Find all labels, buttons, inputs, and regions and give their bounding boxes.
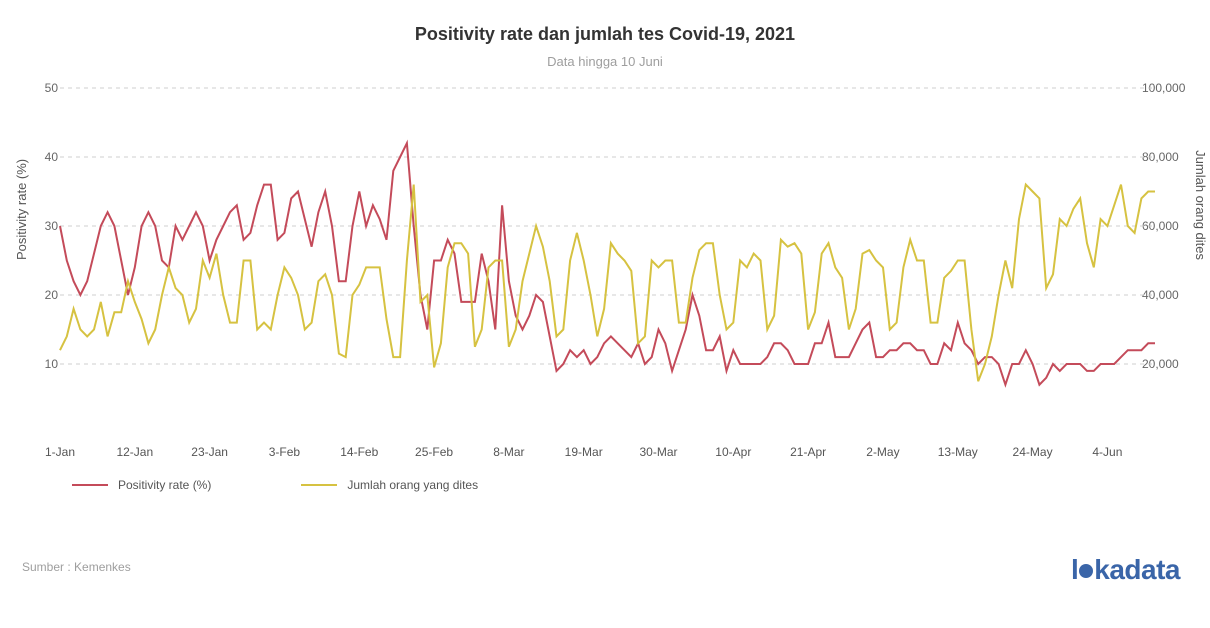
y1-ticks: 1020304050 [34,88,58,433]
x-tick: 12-Jan [116,445,153,459]
x-tick: 13-May [938,445,978,459]
legend-label-positivity: Positivity rate (%) [118,478,211,492]
y1-tick: 40 [45,151,58,163]
x-tick: 8-Mar [493,445,524,459]
chart-subtitle: Data hingga 10 Juni [0,54,1210,69]
x-tick: 21-Apr [790,445,826,459]
x-tick: 14-Feb [340,445,378,459]
legend-label-tests: Jumlah orang yang dites [347,478,478,492]
y1-tick: 50 [45,82,58,94]
x-tick: 24-May [1013,445,1053,459]
chart-title: Positivity rate dan jumlah tes Covid-19,… [0,24,1210,45]
y2-axis-label: Jumlah orang dites [1193,150,1208,260]
plot-area [60,88,1155,433]
x-tick: 30-Mar [639,445,677,459]
y1-axis-label: Positivity rate (%) [14,159,29,260]
legend-item-tests: Jumlah orang yang dites [301,478,478,492]
y1-tick: 20 [45,289,58,301]
x-tick: 1-Jan [45,445,75,459]
x-tick: 3-Feb [269,445,300,459]
y1-tick: 30 [45,220,58,232]
plot-svg [60,88,1155,433]
x-tick: 25-Feb [415,445,453,459]
x-tick: 19-Mar [565,445,603,459]
source-text: Sumber : Kemenkes [22,560,131,574]
series-jumlah_tes [60,185,1155,382]
brand-logo: lkadata [1071,554,1180,586]
legend: Positivity rate (%) Jumlah orang yang di… [72,478,478,492]
x-tick: 2-May [866,445,899,459]
legend-swatch-tests [301,484,337,486]
series-positivity_rate [60,143,1155,385]
legend-item-positivity: Positivity rate (%) [72,478,211,492]
legend-swatch-positivity [72,484,108,486]
x-tick: 23-Jan [191,445,228,459]
brand-dot-icon [1079,564,1093,578]
x-tick: 4-Jun [1092,445,1122,459]
y1-tick: 10 [45,358,58,370]
chart-container: Positivity rate dan jumlah tes Covid-19,… [0,0,1210,628]
x-tick: 10-Apr [715,445,751,459]
